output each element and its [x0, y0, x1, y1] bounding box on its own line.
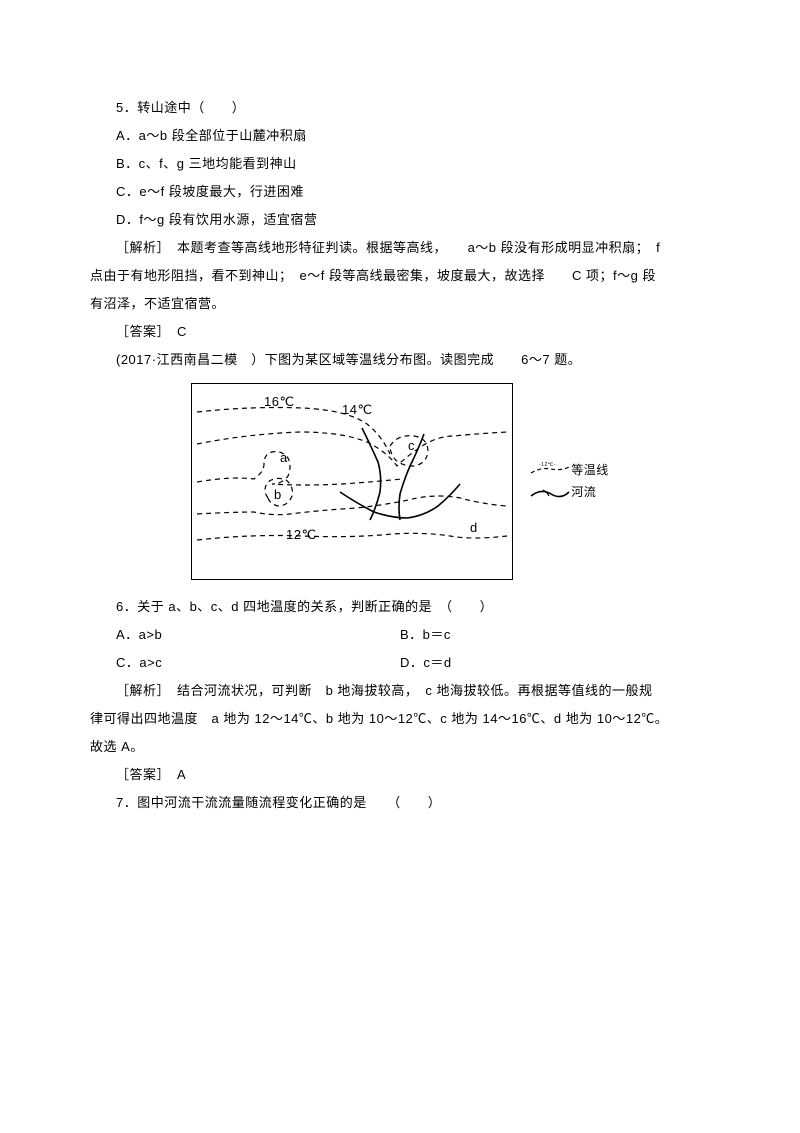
label-a: a [280, 450, 288, 465]
q5-option-c: C．e～f 段坡度最大，行进困难 [90, 179, 710, 205]
isotherm-figure: 16℃ 14℃ 12℃ a b c d -12℃- 等温线 [191, 383, 609, 580]
q6-option-a: A．a>b [90, 622, 400, 648]
q6-stem: 6．关于 a、b、c、d 四地温度的关系，判断正确的是 （ ） [90, 594, 710, 620]
legend-river: 河流 [529, 483, 609, 502]
label-16: 16℃ [264, 394, 295, 409]
isotherm-icon: -12℃- [529, 461, 571, 479]
q6-options-row2: C．a>c D．c＝d [90, 650, 710, 678]
q6-option-b: B．b＝c [400, 622, 710, 648]
figure-legend: -12℃- 等温线 河流 [529, 458, 609, 505]
legend-temp-label: 等温线 [571, 461, 609, 480]
q6-analysis-line1: ［解析］ 结合河流状况，可判断 b 地海拔较高， c 地海拔较低。再根据等值线的… [90, 678, 710, 704]
svg-text:-12℃-: -12℃- [539, 462, 556, 468]
q6-analysis-line2: 律可得出四地温度 a 地为 12～14℃、b 地为 10～12℃、c 地为 14… [90, 706, 710, 732]
legend-isotherm: -12℃- 等温线 [529, 461, 609, 480]
q6-option-d: D．c＝d [400, 650, 710, 676]
label-12: 12℃ [286, 527, 317, 542]
isotherm-line [197, 533, 507, 540]
q6-answer: ［答案］ A [90, 762, 710, 788]
page-content: 5．转山途中（ ） A．a～b 段全部位于山麓冲积扇 B．c、f、g 三地均能看… [0, 0, 800, 816]
q5-option-d: D．f～g 段有饮用水源，适宜宿营 [90, 207, 710, 233]
q5-answer: ［答案］ C [90, 319, 710, 345]
isotherm-map: 16℃ 14℃ 12℃ a b c d [191, 383, 513, 580]
q5-analysis-line1: ［解析］ 本题考查等高线地形特征判读。根据等高线， a～b 段没有形成明显冲积扇… [90, 235, 710, 261]
answer-label: ［答案］ [116, 767, 164, 782]
answer-value: C [177, 324, 187, 339]
q5-stem: 5．转山途中（ ） [90, 95, 710, 121]
q6-options-row1: A．a>b B．b＝c [90, 622, 710, 650]
isotherm-line [197, 452, 402, 485]
label-c: c [408, 438, 415, 453]
q5-analysis-line2: 点由于有地形阻挡，看不到神山； e～f 段等高线最密集，坡度最大，故选择 C 项… [90, 263, 710, 289]
q6-option-c: C．a>c [90, 650, 400, 676]
isotherm-line [197, 432, 507, 466]
label-b: b [274, 487, 282, 502]
figure-container: 16℃ 14℃ 12℃ a b c d -12℃- 等温线 [90, 383, 710, 580]
river-icon [529, 484, 571, 502]
analysis-label: ［解析］ [116, 240, 164, 255]
intro-67: (2017·江西南昌二模 ）下图为某区域等温线分布图。读图完成 6～7 题。 [90, 347, 710, 373]
label-d: d [470, 520, 478, 535]
answer-value: A [177, 767, 186, 782]
q5-analysis-line3: 有沼泽，不适宜宿营。 [90, 291, 710, 317]
q5-option-b: B．c、f、g 三地均能看到神山 [90, 151, 710, 177]
legend-river-label: 河流 [571, 483, 596, 502]
q7-stem: 7．图中河流干流流量随流程变化正确的是 （ ） [90, 790, 710, 816]
label-14: 14℃ [342, 402, 373, 417]
analysis-label: ［解析］ [116, 683, 164, 698]
isotherm-svg: 16℃ 14℃ 12℃ a b c d [192, 384, 512, 579]
q6-analysis-line3: 故选 A。 [90, 734, 710, 760]
q5-option-a: A．a～b 段全部位于山麓冲积扇 [90, 123, 710, 149]
answer-label: ［答案］ [116, 324, 164, 339]
